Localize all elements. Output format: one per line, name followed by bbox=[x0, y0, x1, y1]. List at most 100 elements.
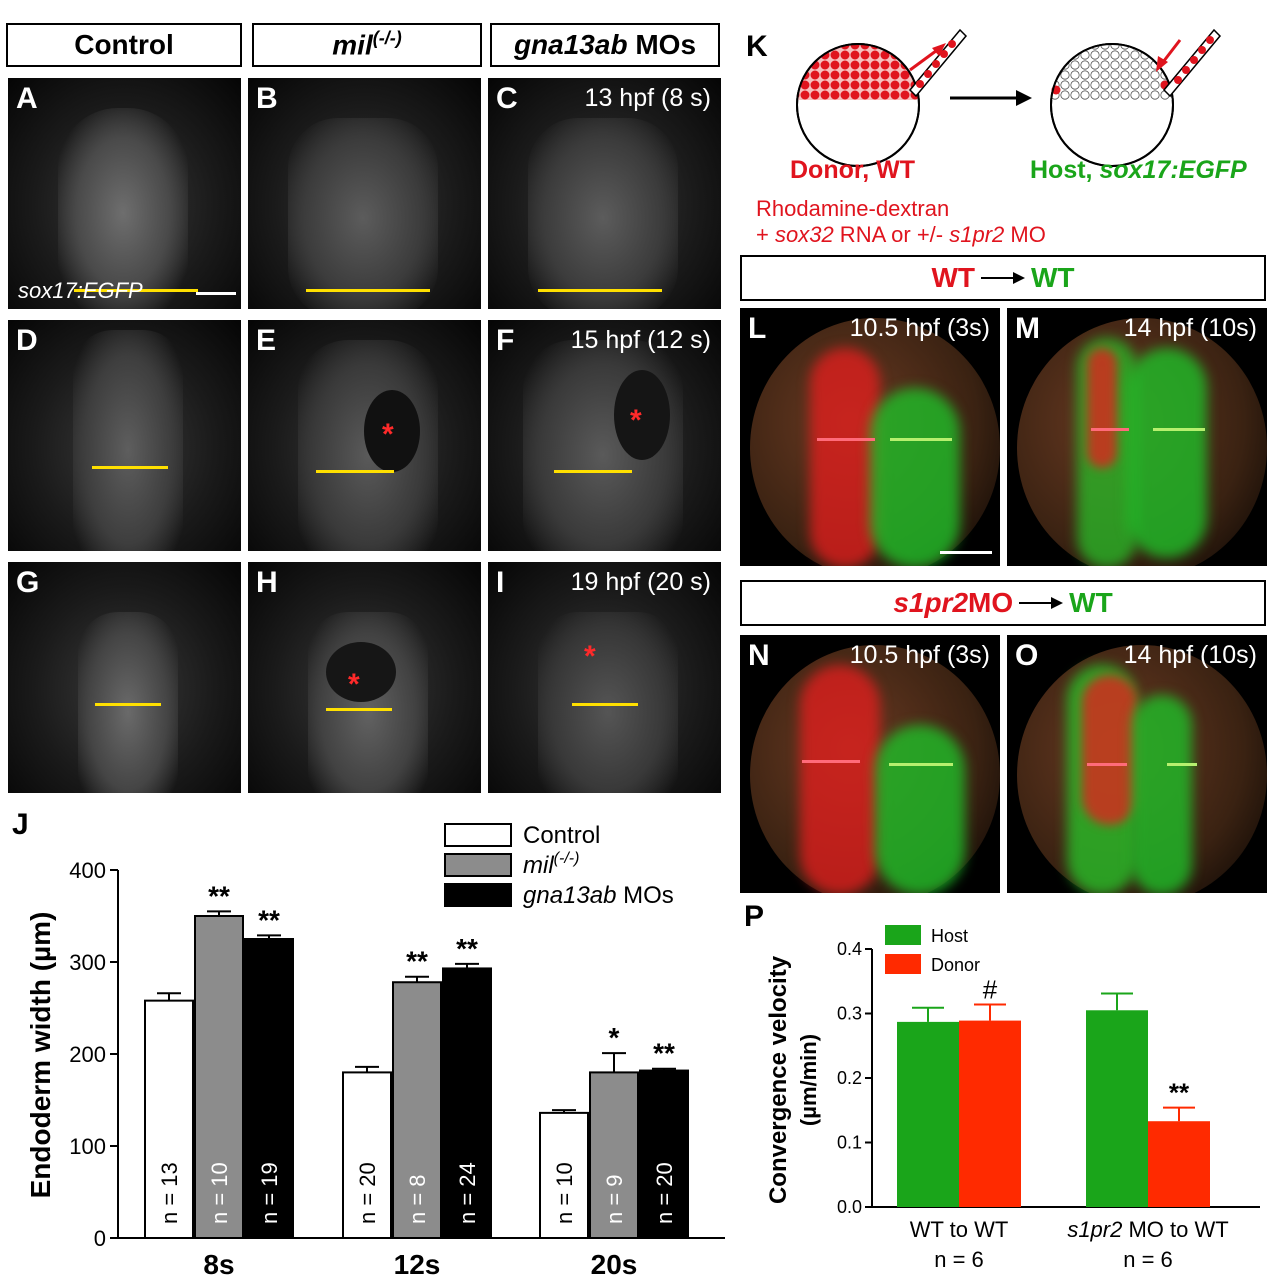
measure-line bbox=[306, 289, 430, 292]
bar bbox=[639, 1069, 689, 1239]
n-label: n = 10 bbox=[552, 1162, 577, 1224]
x-tick-label: 20s bbox=[591, 1249, 638, 1280]
panel-M: M 14 hpf (10s) bbox=[1007, 308, 1267, 566]
panel-letter-H: H bbox=[256, 566, 278, 599]
host-label: Host, sox17:EGFP bbox=[1030, 156, 1247, 184]
time-label-N: 10.5 hpf (3s) bbox=[849, 641, 990, 669]
header-control-text: Control bbox=[74, 29, 174, 60]
panel-letter-I: I bbox=[496, 566, 505, 599]
panel-letter-O: O bbox=[1015, 639, 1039, 672]
y-axis-label-unit: (µm/min) bbox=[796, 1034, 821, 1126]
y-tick-label: 200 bbox=[69, 1042, 106, 1067]
time-label-O: 14 hpf (10s) bbox=[1123, 641, 1257, 669]
time-label-L: 10.5 hpf (3s) bbox=[849, 314, 990, 342]
bar bbox=[392, 981, 442, 1239]
cardia-bifida-star: * bbox=[630, 404, 642, 437]
legend-swatch bbox=[885, 925, 921, 945]
header-control: Control bbox=[6, 23, 242, 67]
x-subtick-label: n = 6 bbox=[1123, 1247, 1173, 1272]
arrow-right-icon bbox=[1019, 596, 1064, 610]
y-axis-label: Endoderm width (µm) bbox=[25, 912, 56, 1199]
x-tick-label: WT to WT bbox=[910, 1217, 1009, 1242]
y-tick-label: 100 bbox=[69, 1134, 106, 1159]
y-tick-label: 0.1 bbox=[837, 1133, 862, 1153]
injection-label: + sox32 RNA or +/- s1pr2 MO bbox=[756, 222, 1046, 247]
panel-A: A sox17:EGFP bbox=[8, 78, 241, 309]
significance-label: # bbox=[983, 974, 998, 1004]
bar bbox=[539, 1111, 589, 1240]
panel-letter-P: P bbox=[744, 900, 765, 933]
panel-O: O 14 hpf (10s) bbox=[1007, 635, 1267, 893]
bar bbox=[1086, 1010, 1148, 1207]
n-label: n = 13 bbox=[157, 1162, 182, 1224]
legend-swatch bbox=[444, 883, 512, 907]
n-label: n = 9 bbox=[602, 1174, 627, 1224]
panel-L: L 10.5 hpf (3s) bbox=[740, 308, 1000, 566]
significance-label: ** bbox=[456, 933, 478, 964]
header-mil: mil(-/-) bbox=[252, 23, 482, 67]
panel-D: D bbox=[8, 320, 241, 551]
host-width-line bbox=[889, 763, 953, 766]
time-label-F: 15 hpf (12 s) bbox=[570, 326, 711, 354]
panel-letter-D: D bbox=[16, 324, 38, 357]
donor-width-line bbox=[1091, 428, 1129, 431]
cardia-bifida-star: * bbox=[382, 418, 394, 451]
measure-line bbox=[74, 289, 198, 292]
panel-letter-B: B bbox=[256, 82, 278, 115]
y-tick-label: 0.0 bbox=[837, 1197, 862, 1217]
bar bbox=[1148, 1121, 1210, 1207]
bar bbox=[144, 999, 194, 1239]
transplant-schematic bbox=[796, 28, 1222, 167]
donor-width-line bbox=[802, 760, 860, 763]
measure-line bbox=[572, 703, 638, 706]
panel-letter-K: K bbox=[746, 30, 768, 63]
legend-swatch bbox=[444, 853, 512, 877]
y-tick-label: 300 bbox=[69, 950, 106, 975]
arrow-right-icon bbox=[981, 271, 1025, 285]
header-mil-text: mil(-/-) bbox=[332, 28, 402, 61]
panel-I: I 19 hpf (20 s) * bbox=[488, 562, 721, 793]
x-tick-label: s1pr2 MO to WT bbox=[1067, 1217, 1228, 1242]
panel-letter-F: F bbox=[496, 324, 515, 357]
panel-B: B bbox=[248, 78, 481, 309]
significance-label: ** bbox=[653, 1038, 675, 1069]
donor-label: Donor, WT bbox=[790, 156, 915, 184]
panel-letter-J: J bbox=[12, 808, 29, 841]
cardia-bifida-star: * bbox=[584, 640, 596, 673]
measure-line bbox=[92, 466, 168, 469]
bar bbox=[194, 915, 244, 1239]
significance-label: ** bbox=[208, 880, 230, 911]
time-label-C: 13 hpf (8 s) bbox=[584, 84, 711, 112]
panel-letter-C: C bbox=[496, 82, 518, 115]
panel-letter-A: A bbox=[16, 82, 38, 115]
panel-C: C 13 hpf (8 s) bbox=[488, 78, 721, 309]
significance-label: ** bbox=[258, 904, 280, 935]
host-width-line bbox=[1153, 428, 1205, 431]
n-label: n = 8 bbox=[405, 1174, 430, 1224]
chart-j: 0 100 200 300 400 Endoderm width (µm) n = 13 n … bbox=[25, 822, 725, 1280]
host-width-line bbox=[890, 438, 952, 441]
x-tick-label: 8s bbox=[203, 1249, 234, 1280]
time-label-I: 19 hpf (20 s) bbox=[570, 568, 711, 596]
n-label: n = 19 bbox=[257, 1162, 282, 1224]
panel-F: F 15 hpf (12 s) * bbox=[488, 320, 721, 551]
n-label: n = 10 bbox=[207, 1162, 232, 1224]
n-label: n = 20 bbox=[355, 1162, 380, 1224]
bar bbox=[442, 967, 492, 1239]
legend-swatch bbox=[885, 954, 921, 974]
bar bbox=[897, 1021, 959, 1207]
x-tick-label: 12s bbox=[394, 1249, 441, 1280]
measure-line bbox=[95, 703, 161, 706]
y-tick-label: 0 bbox=[94, 1226, 106, 1251]
host-width-line bbox=[1167, 763, 1197, 766]
bar bbox=[589, 1071, 639, 1239]
header-s1pr2-to-wt: s1pr2 MO WT bbox=[740, 580, 1266, 626]
sox17-label: sox17:EGFP bbox=[18, 278, 143, 303]
measure-line bbox=[316, 470, 394, 473]
legend-entry: Donor bbox=[931, 955, 980, 975]
panel-E: E * bbox=[248, 320, 481, 551]
chart-p: 0.0 0.1 0.2 0.3 0.4 Convergence velocity (µm/m… bbox=[765, 925, 1260, 1272]
legend-entry: Host bbox=[931, 926, 968, 946]
donor-width-line bbox=[1087, 763, 1127, 766]
panel-letter-N: N bbox=[748, 639, 770, 672]
